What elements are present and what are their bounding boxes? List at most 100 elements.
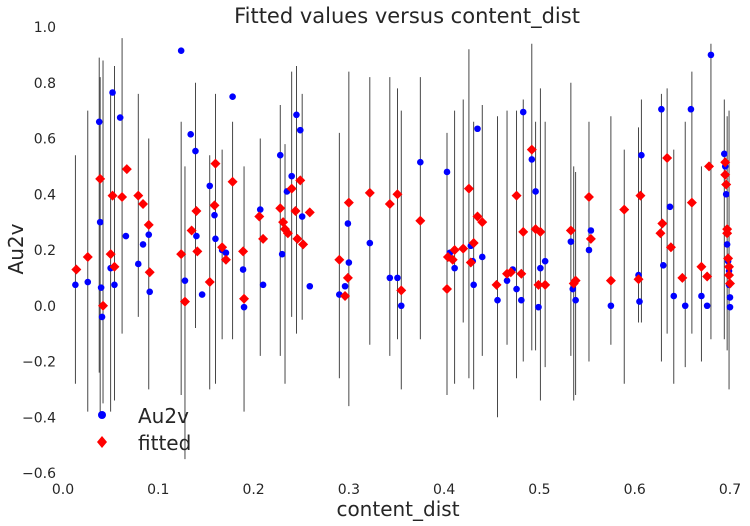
y-tick-label: 0.4 — [34, 187, 56, 203]
fitted-point — [210, 158, 221, 169]
au2v-point — [212, 235, 219, 243]
fitted-point — [720, 157, 731, 168]
au2v-point — [474, 125, 481, 133]
y-tick-label: 0.0 — [34, 299, 56, 315]
x-tick-label: 0.5 — [528, 482, 550, 498]
x-tick-label: 0.3 — [338, 482, 360, 498]
fitted-point — [447, 254, 458, 265]
au2v-point — [366, 239, 374, 247]
fitted-point — [239, 293, 250, 304]
fitted-point — [298, 239, 309, 250]
fitted-point — [505, 267, 516, 278]
y-tick-label: 0.8 — [34, 76, 56, 92]
fitted-point — [98, 300, 109, 311]
y-tick-label: −0.2 — [22, 355, 56, 371]
fitted-point — [143, 219, 154, 230]
fitted-point — [396, 285, 407, 296]
au2v-point — [537, 264, 544, 272]
au2v-point — [394, 274, 401, 282]
fitted-point — [570, 275, 581, 286]
fitted-point — [286, 183, 297, 194]
au2v-point — [726, 294, 734, 301]
au2v-point — [122, 232, 130, 240]
au2v-point — [638, 151, 645, 159]
fitted-point — [458, 243, 469, 254]
au2v-point — [278, 250, 286, 258]
fitted-point — [144, 267, 155, 278]
fitted-point — [220, 254, 231, 265]
au2v-point — [206, 182, 214, 190]
au2v-point — [298, 213, 306, 220]
au2v-point — [98, 313, 106, 321]
au2v-point — [478, 253, 486, 261]
fitted-point — [686, 197, 697, 208]
fitted-point — [282, 228, 293, 239]
au2v-point — [256, 206, 264, 213]
fitted-point — [191, 205, 202, 216]
au2v-point — [417, 158, 424, 166]
fitted-point — [662, 153, 673, 164]
au2v-point — [528, 156, 536, 163]
au2v-point — [222, 249, 230, 257]
fitted-point — [725, 278, 735, 289]
legend-au2v-label: Au2v — [138, 404, 189, 428]
au2v-point — [451, 264, 458, 272]
fitted-point — [343, 197, 354, 208]
fitted-point — [292, 233, 303, 244]
x-axis-ticks: 0.0 0.1 0.2 0.3 0.4 0.5 0.6 0.7 — [52, 482, 741, 498]
au2v-point — [240, 303, 248, 311]
au2v-point — [535, 303, 542, 311]
au2v-point — [109, 89, 116, 96]
au2v-point — [239, 266, 247, 273]
au2v-point — [532, 188, 539, 195]
fitted-point — [463, 183, 474, 194]
au2v-point — [95, 118, 103, 126]
fitted-point — [275, 203, 286, 214]
au2v-point — [513, 285, 520, 293]
y-axis-ticks: 1.0 0.8 0.6 0.4 0.2 0.0 −0.2 −0.4 −0.6 — [22, 20, 56, 482]
au2v-point — [519, 108, 527, 116]
au2v-point — [187, 131, 194, 138]
fitted-point — [290, 205, 301, 216]
au2v-point — [72, 281, 79, 289]
fitted-point — [109, 261, 120, 272]
au2v-point — [470, 281, 477, 289]
au2v-point — [193, 232, 200, 240]
au2v-point — [146, 288, 154, 296]
y-tick-label: −0.4 — [22, 410, 56, 426]
fitted-point — [138, 199, 149, 210]
fitted-point — [702, 271, 713, 282]
au2v-point — [259, 281, 267, 289]
au2v-point — [698, 292, 705, 300]
au2v-point — [443, 168, 451, 176]
fitted-point — [677, 272, 688, 283]
fitted-point — [71, 264, 82, 275]
au2v-point — [720, 150, 728, 158]
au2v-point — [660, 262, 667, 269]
legend-fitted-label: fitted — [138, 431, 191, 455]
fitted-point — [392, 189, 403, 200]
legend-au2v-marker — [98, 411, 106, 419]
au2v-point — [111, 281, 118, 289]
fitted-point — [105, 249, 116, 260]
fitted-point — [117, 192, 128, 203]
au2v-point — [636, 298, 643, 305]
fitted-point — [334, 254, 345, 265]
au2v-point — [296, 126, 304, 134]
fitted-point — [477, 217, 488, 228]
fitted-point — [304, 207, 315, 218]
fitted-point — [254, 211, 265, 222]
fitted-point — [95, 173, 106, 184]
au2v-point — [397, 302, 405, 310]
error-bars — [74, 38, 730, 460]
au2v-point — [658, 105, 665, 113]
au2v-point — [306, 282, 314, 290]
fitted-point — [533, 279, 544, 290]
au2v-point — [198, 291, 206, 298]
fitted-point — [657, 218, 668, 229]
fitted-point — [665, 242, 676, 253]
au2v-point — [607, 302, 615, 310]
fitted-point — [516, 268, 527, 279]
au2v-point — [687, 105, 695, 113]
au2v-point — [181, 277, 189, 284]
